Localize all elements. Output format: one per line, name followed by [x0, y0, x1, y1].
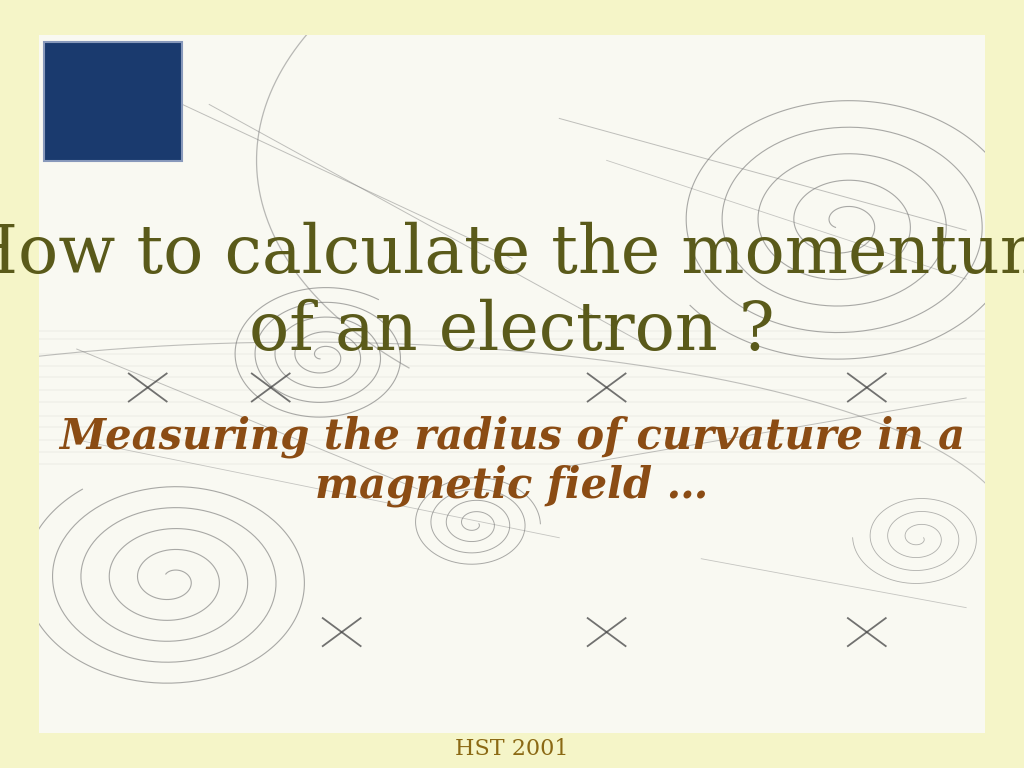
Text: magnetic field …: magnetic field … — [315, 464, 709, 507]
Text: HST 2001: HST 2001 — [456, 738, 568, 760]
Text: CERN: CERN — [75, 77, 118, 91]
Text: Measuring the radius of curvature in a: Measuring the radius of curvature in a — [59, 415, 965, 458]
Text: of an electron ?: of an electron ? — [249, 299, 775, 364]
Text: How to calculate the momentum: How to calculate the momentum — [0, 222, 1024, 287]
